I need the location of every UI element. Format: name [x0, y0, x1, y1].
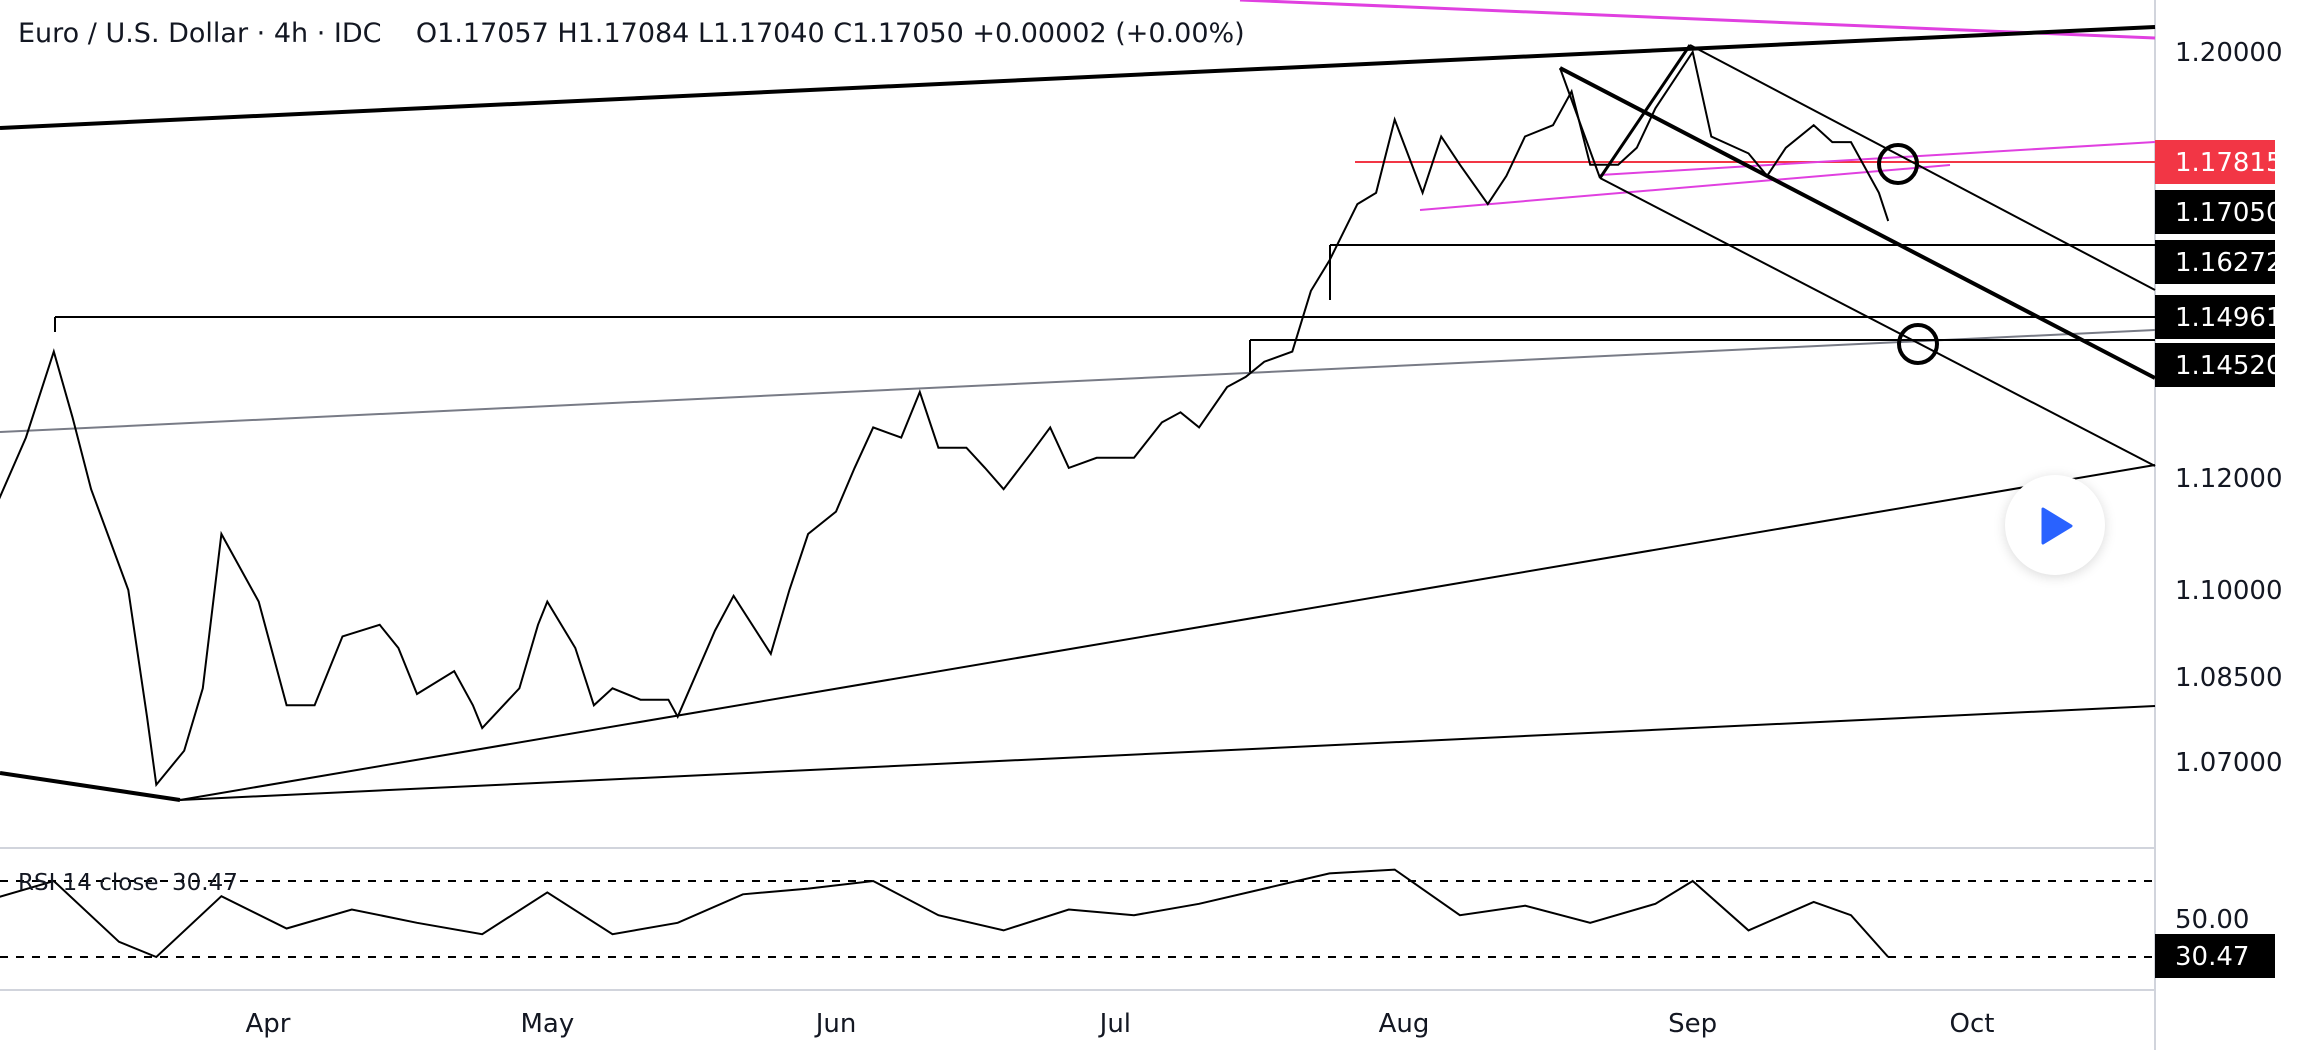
- magenta-channel-upper: [1599, 141, 2156, 176]
- y-axis-ticks: 1.20000 1.12000 1.10000 1.08500 1.07000: [2175, 38, 2283, 778]
- circle-marker-upper: [1877, 143, 1919, 185]
- low-label: L: [697, 18, 713, 49]
- change-value: +0.00002 (+0.00%): [972, 18, 1245, 49]
- interval[interactable]: 4h: [273, 18, 309, 49]
- rsi-value-label: 30.47: [2175, 942, 2249, 972]
- price-label-value: 1.17815: [2175, 148, 2283, 178]
- rsi-level-label: 50.00: [2175, 905, 2249, 935]
- open-value: 1.17057: [437, 18, 549, 49]
- y-tick-label: 1.20000: [2175, 38, 2283, 68]
- close-value: 1.17050: [852, 18, 964, 49]
- y-tick-label: 1.12000: [2175, 464, 2283, 494]
- y-tick-label: 1.10000: [2175, 576, 2283, 606]
- header-dot: ·: [256, 18, 274, 49]
- price-label-box: [2155, 140, 2275, 184]
- price-label-value: 1.14520: [2175, 351, 2283, 381]
- price-series-line: [0, 49, 1890, 788]
- magenta-trendline: [1239, 0, 2156, 40]
- chart-drawings: [0, 0, 2156, 958]
- circle-marker-lower: [1897, 323, 1939, 365]
- price-label-box: [2155, 343, 2275, 387]
- channel-handle-b: [1598, 44, 1692, 179]
- channel-upper: [1689, 44, 2156, 291]
- symbol-name[interactable]: Euro / U.S. Dollar: [18, 18, 249, 49]
- play-icon: [2041, 507, 2073, 545]
- replay-button[interactable]: [2005, 475, 2105, 575]
- left-wedge-line: [0, 771, 181, 802]
- support-line-shallow: [179, 705, 2156, 801]
- x-tick-label: Sep: [1668, 1009, 1717, 1039]
- x-axis-ticks: Apr May Jun Jul Aug Sep Oct: [246, 1009, 1995, 1039]
- x-tick-label: Oct: [1950, 1009, 1995, 1039]
- data-source: IDC: [333, 18, 382, 49]
- header-dot: ·: [316, 18, 334, 49]
- x-tick-label: May: [520, 1009, 574, 1039]
- price-label-value: 1.17050: [2175, 198, 2283, 228]
- price-label-box: [2155, 190, 2275, 234]
- chart-header: Euro / U.S. Dollar · 4h · IDC O1.17057 H…: [18, 18, 1245, 49]
- close-label: C: [833, 18, 853, 49]
- price-label-box: [2155, 240, 2275, 284]
- y-tick-label: 1.07000: [2175, 748, 2283, 778]
- support-line-steep: [179, 464, 2156, 801]
- channel-median-thick: [1559, 66, 2156, 380]
- high-label: H: [557, 18, 578, 49]
- rsi-series-line: [0, 868, 1889, 959]
- rsi-value-box: [2155, 934, 2275, 978]
- x-tick-label: Jun: [814, 1009, 857, 1039]
- rsi-legend-value: 30.47: [172, 870, 238, 896]
- price-label-box: [2155, 295, 2275, 339]
- y-tick-label: 1.08500: [2175, 663, 2283, 693]
- upper-resistance-line: [0, 25, 2156, 130]
- price-labels: 1.17815 1.17050 1.16272 1.14961 1.14520: [2155, 140, 2283, 387]
- x-tick-label: Aug: [1379, 1009, 1430, 1039]
- open-label: O: [415, 18, 438, 49]
- price-label-value: 1.14961: [2175, 303, 2283, 333]
- channel-lower: [1599, 177, 2156, 467]
- price-label-value: 1.16272: [2175, 248, 2283, 278]
- x-tick-label: Jul: [1098, 1009, 1131, 1039]
- low-value: 1.17040: [713, 18, 825, 49]
- ohlc-spacer: [390, 18, 407, 49]
- gray-trendline: [0, 329, 2156, 433]
- x-tick-label: Apr: [246, 1009, 291, 1039]
- high-value: 1.17084: [577, 18, 690, 49]
- rsi-legend-label[interactable]: RSI 14 close: [18, 870, 159, 896]
- magenta-channel-lower: [1419, 164, 1951, 211]
